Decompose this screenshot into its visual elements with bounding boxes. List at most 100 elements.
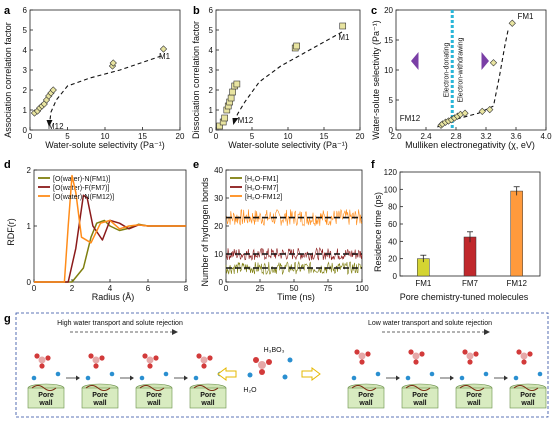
panel-a-plot: 0 5 10 15 20 0 1 2 3 4 5 6 M1 M12 [23,6,185,141]
oxygen-atom [88,353,94,359]
panel-g-label: g [4,313,11,325]
pore-wall-label: wall [358,400,372,407]
surface-molecule [351,385,377,391]
panel-f: f 0 20 40 60 80 100 120 FM1 FM7 FM12 Pore chemist… [371,159,541,302]
data-point [478,107,486,116]
pore-wall-label: wall [466,400,480,407]
step-arrowhead [396,375,400,381]
legend-entry: [O(water)-N(FM1)] [53,176,110,183]
water-molecule [287,357,293,363]
water-molecule [459,375,465,381]
water-molecule [513,375,519,381]
y-tick-label: 40 [214,166,223,175]
surface-molecule [459,385,485,391]
panel-b-ylabel: Dissociation correlation factor [191,21,201,139]
oxygen-atom [359,359,365,365]
x-tick-label: 20 [176,132,185,141]
data-point [461,109,469,117]
annotation-fm12: FM12 [400,114,421,123]
y-tick-label: 1 [209,106,214,115]
surface-molecule [193,385,219,391]
oxygen-atom [354,349,360,355]
panel-g-right-hollow-arrow [301,367,321,381]
oxygen-atom [93,363,99,369]
panel-f-ylabel: Residence time (ps) [373,192,383,272]
y-tick-label: 0 [23,126,28,135]
pore-wall-label: wall [200,400,214,407]
pore-wall-label: Pore [520,392,536,399]
water-molecule [163,371,169,377]
panel-c-label: c [371,5,377,17]
legend-entry: [H₂O-FM1] [245,176,278,183]
panel-a: a 0 5 10 15 20 0 1 2 3 4 5 6 M1 M12 Water-solute sele… [3,5,185,150]
rdf-series-line [34,194,186,283]
hbond-series-trace [225,208,363,227]
data-point [508,19,516,27]
y-tick-label: 1 [23,106,28,115]
left-arrow [411,52,419,70]
x-tick-label: 0 [224,284,229,293]
surface-molecule [139,385,165,391]
data-point [159,45,168,53]
panel-g-walls: PorewallPorewallPorewallPorewallPorewall… [27,349,547,409]
water-molecule [405,375,411,381]
y-tick-label: 100 [384,185,398,194]
water-molecule [282,374,288,380]
rdf-series-line [34,174,186,283]
y-tick-label: 80 [388,203,397,212]
panel-g: g High water transport and solute reject… [4,312,549,418]
panel-b: b 0 5 10 15 20 0 1 2 3 4 5 6 M1 M12 Water-solute sele… [191,5,365,150]
y-tick-label: 0 [393,272,398,281]
boron-atom [520,352,528,360]
oxygen-atom [45,355,51,361]
y-tick-label: 2 [23,86,28,95]
y-tick-label: 5 [23,26,28,35]
oxygen-atom [408,349,414,355]
panel-f-plot: 0 20 40 60 80 100 120 FM1 FM7 FM12 [384,168,541,288]
data-point [221,114,228,122]
annotation-m1: M1 [159,52,171,61]
water-molecule [247,372,253,378]
boron-atom [258,361,266,369]
y-tick-label: 4 [209,46,214,55]
data-point [339,22,347,30]
oxygen-atom [467,359,473,365]
pore-wall [81,387,119,409]
step-arrowhead [450,375,454,381]
pore-wall [455,387,493,409]
y-tick-label: 2 [209,86,214,95]
panel-d-xlabel: Radius (Å) [92,292,135,302]
panel-b-xlabel: Water-solute selectivity (Pa⁻¹) [228,140,347,150]
pore-wall-label: Pore [466,392,482,399]
x-tick-label: 8 [184,284,189,293]
y-tick-label: 3 [23,66,28,75]
panel-g-left-arrowhead [172,329,178,335]
water-molecule [351,375,357,381]
trend-line [48,55,162,125]
water-molecule [31,375,37,381]
electron-withdrawing-label: Electron-withdrawing [457,37,464,102]
panel-e-ylabel: Number of hydrogen bonds [200,177,210,287]
x-tick-label: 10 [284,132,293,141]
data-point [109,59,117,67]
panel-g-h2o-label: H₂O [243,387,257,394]
pore-wall [401,387,439,409]
oxygen-atom [413,359,419,365]
panel-g-frame [15,312,549,418]
y-tick-label: 0 [389,126,394,135]
oxygen-atom [365,351,371,357]
x-tick-label: 3.6 [510,132,522,141]
data-point [293,42,300,50]
y-tick-label: 0 [219,278,224,287]
panel-b-plot: 0 5 10 15 20 0 1 2 3 4 5 6 M1 M12 [209,6,365,141]
pore-wall [27,387,65,409]
y-tick-label: 60 [388,220,397,229]
data-point [216,122,223,130]
oxygen-atom [201,363,207,369]
x-tick-label: 4 [108,284,113,293]
y-tick-label: 0 [209,126,214,135]
oxygen-atom [521,359,527,365]
panel-e-xlabel: Time (ns) [277,292,315,302]
panel-d-label: d [4,159,11,171]
panel-c-xlabel: Mulliken electronegativity (χ, eV) [405,140,535,150]
